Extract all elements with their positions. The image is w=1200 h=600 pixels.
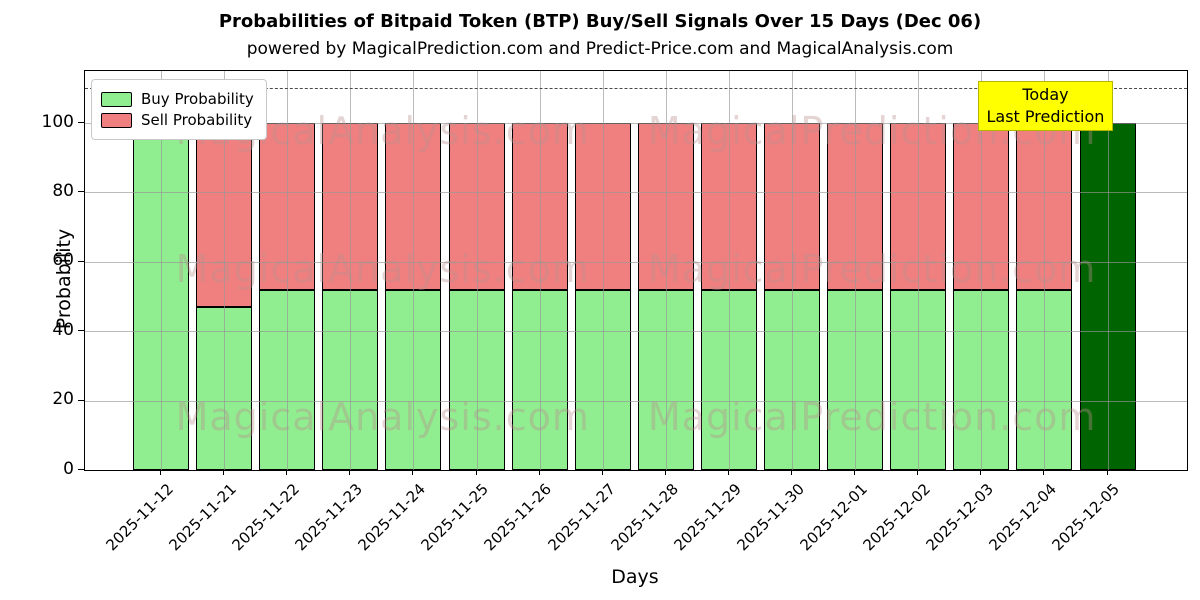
x-grid-line	[161, 71, 162, 470]
x-tick-mark	[854, 469, 856, 475]
x-tick-mark	[349, 469, 351, 475]
y-grid-line	[85, 123, 1187, 125]
page-subtitle: powered by MagicalPrediction.com and Pre…	[246, 39, 954, 59]
x-tick-label: 2025-11-29	[670, 480, 745, 555]
x-tick-label: 2025-12-03	[922, 480, 998, 555]
x-tick-mark	[601, 469, 603, 475]
x-grid-line	[224, 71, 226, 470]
x-tick-mark	[1043, 469, 1045, 475]
y-tick-label: 100	[41, 111, 74, 132]
x-tick-label: 2025-11-30	[733, 480, 808, 555]
x-grid-line	[539, 71, 541, 470]
legend-swatch	[101, 112, 132, 128]
x-tick-label: 2025-11-12	[102, 480, 177, 555]
x-grid-line	[918, 71, 920, 470]
y-tick-mark	[78, 469, 84, 470]
x-tick-label: 2025-12-05	[1048, 480, 1124, 555]
legend-label: Sell Probability	[141, 111, 253, 129]
x-grid-line	[981, 71, 983, 470]
x-grid-line	[287, 71, 289, 470]
x-tick-label: 2025-11-22	[228, 480, 303, 555]
today-annotation: Today Last Prediction	[977, 81, 1114, 131]
x-tick-mark	[917, 469, 919, 475]
y-tick-mark	[78, 399, 84, 401]
y-grid-line	[85, 400, 1187, 402]
x-tick-mark	[475, 469, 477, 475]
x-tick-mark	[980, 469, 982, 475]
x-grid-line	[728, 71, 730, 470]
x-grid-line	[602, 71, 604, 470]
x-grid-line	[1044, 71, 1046, 470]
y-tick-mark	[78, 191, 84, 193]
y-tick-mark	[78, 122, 84, 124]
today-annotation-line2: Last Prediction	[986, 107, 1105, 126]
x-tick-label: 2025-12-02	[859, 480, 934, 555]
legend-item: Sell Probability	[101, 111, 254, 129]
dashed-threshold-line	[85, 88, 1187, 90]
y-grid-line	[85, 331, 1187, 333]
y-tick-mark	[78, 330, 84, 332]
x-grid-line	[665, 71, 667, 470]
y-tick-label: 20	[52, 389, 74, 410]
chart-area: MagicalAnalysis.com MagicalPrediction.com…	[84, 70, 1188, 471]
y-grid-line	[85, 192, 1187, 194]
x-tick-label: 2025-11-21	[165, 480, 240, 555]
x-tick-label: 2025-11-26	[480, 480, 556, 555]
x-tick-mark	[160, 469, 161, 475]
x-tick-mark	[727, 469, 729, 475]
x-tick-mark	[223, 469, 225, 475]
x-tick-label: 2025-11-25	[417, 480, 493, 555]
x-tick-label: 2025-11-23	[291, 480, 367, 555]
legend-item: Buy Probability	[101, 90, 254, 108]
x-tick-label: 2025-11-27	[544, 480, 619, 555]
y-grid-line	[85, 261, 1187, 263]
y-tick-label: 40	[52, 319, 74, 340]
x-grid-line	[413, 71, 415, 470]
y-tick-label: 0	[63, 458, 74, 479]
x-tick-label: 2025-11-24	[354, 480, 430, 555]
x-grid-line	[350, 71, 352, 470]
x-tick-mark	[791, 469, 792, 475]
x-tick-mark	[538, 469, 540, 475]
y-axis-label: Probability	[53, 228, 76, 330]
x-tick-label: 2025-12-04	[985, 480, 1061, 555]
x-grid-line	[855, 71, 857, 470]
y-tick-label: 80	[52, 180, 74, 201]
x-tick-mark	[1106, 469, 1108, 475]
x-axis-label: Days	[611, 566, 659, 588]
legend-swatch	[101, 91, 132, 107]
x-tick-label: 2025-12-01	[796, 480, 871, 555]
legend-label: Buy Probability	[141, 90, 254, 108]
x-grid-line	[1107, 71, 1109, 470]
legend: Buy Probability Sell Probability	[91, 79, 267, 140]
x-grid-line	[792, 71, 793, 470]
page-title: Probabilities of Bitpaid Token (BTP) Buy…	[218, 11, 982, 32]
y-tick-label: 60	[52, 250, 74, 271]
x-grid-line	[476, 71, 478, 470]
today-annotation-line1: Today	[1022, 85, 1069, 104]
x-tick-mark	[412, 469, 414, 475]
y-tick-mark	[78, 260, 84, 262]
x-tick-mark	[664, 469, 666, 475]
x-tick-mark	[286, 469, 288, 475]
